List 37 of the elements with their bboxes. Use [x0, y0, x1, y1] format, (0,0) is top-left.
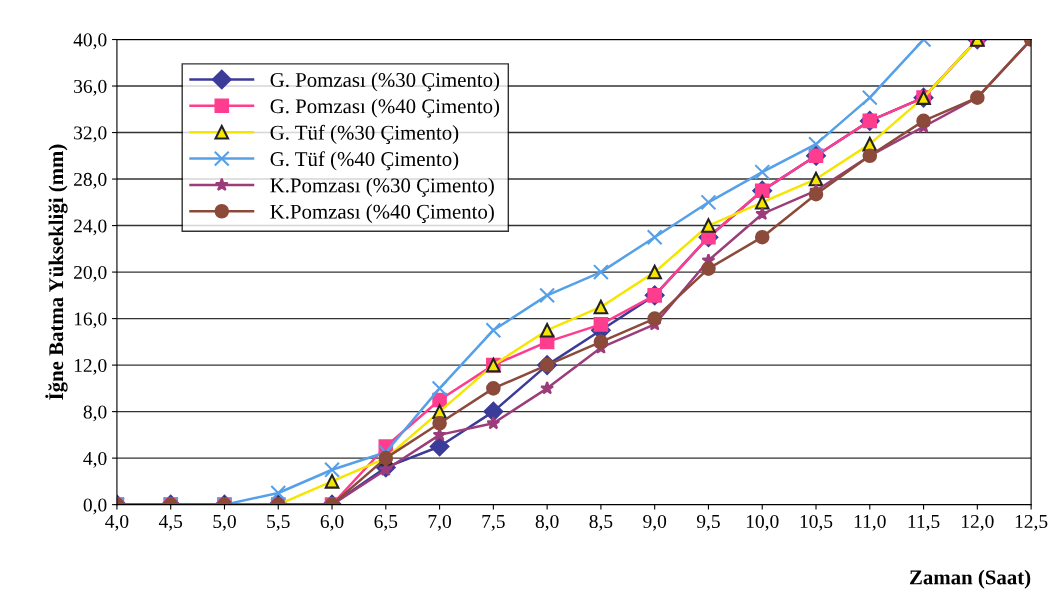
y-tick-label: 12,0	[74, 358, 107, 375]
x-tick-label: 12,5	[1015, 514, 1048, 531]
y-tick-label: 8,0	[83, 405, 107, 422]
legend-label: G. Pomzası (%30 Çimento)	[270, 72, 500, 92]
x-tick-label: 7,0	[428, 514, 451, 531]
x-tick-label: 9,0	[643, 514, 667, 531]
x-tick-label: 11,5	[908, 515, 940, 531]
legend-label: G. Tüf (%30 Çimento)	[270, 124, 459, 144]
x-tick-label: 10,5	[800, 514, 833, 531]
x-tick-label: 4,0	[105, 514, 129, 531]
x-tick-label: 6,0	[320, 514, 344, 531]
x-tick-label: 5,5	[267, 515, 290, 531]
y-tick-label: 4,0	[83, 451, 107, 468]
x-tick-label: 8,0	[535, 514, 559, 531]
y-tick-label: 36,0	[74, 79, 107, 96]
y-tick-label: 16,0	[74, 312, 107, 329]
x-tick-label: 6,5	[374, 514, 398, 531]
y-tick-label: 0,0	[83, 498, 107, 515]
y-axis-title: İğne Batma Yüksekliği (mm)	[45, 144, 68, 400]
x-tick-label: 8,5	[589, 514, 613, 531]
y-tick-label: 20,0	[74, 265, 107, 282]
y-tick-label: 28,0	[74, 172, 107, 189]
x-tick-label: 10,0	[746, 514, 779, 531]
legend-label: G. Tüf (%40 Çimento)	[270, 151, 459, 171]
y-tick-label: 32,0	[74, 126, 107, 143]
x-tick-label: 7,5	[482, 515, 505, 531]
legend-label: K.Pomzası (%30 Çimento)	[270, 177, 494, 197]
legend-label: K.Pomzası (%40 Çimento)	[270, 204, 494, 223]
y-tick-label: 40,0	[73, 33, 107, 50]
legend-label: G. Pomzası (%40 Çimento)	[270, 98, 500, 118]
y-tick-label: 24,0	[74, 219, 107, 236]
x-tick-label: 11,0	[854, 514, 886, 531]
x-tick-label: 4,5	[158, 515, 183, 531]
x-axis-title: Zaman (Saat)	[910, 569, 1031, 589]
x-tick-label: 5,0	[213, 514, 236, 531]
x-tick-label: 9,5	[696, 514, 720, 531]
x-tick-label: 12,0	[962, 514, 994, 531]
